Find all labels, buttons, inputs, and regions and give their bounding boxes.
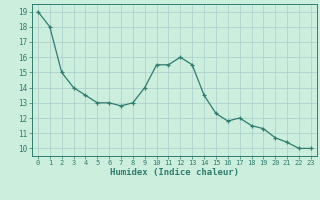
X-axis label: Humidex (Indice chaleur): Humidex (Indice chaleur) <box>110 168 239 177</box>
